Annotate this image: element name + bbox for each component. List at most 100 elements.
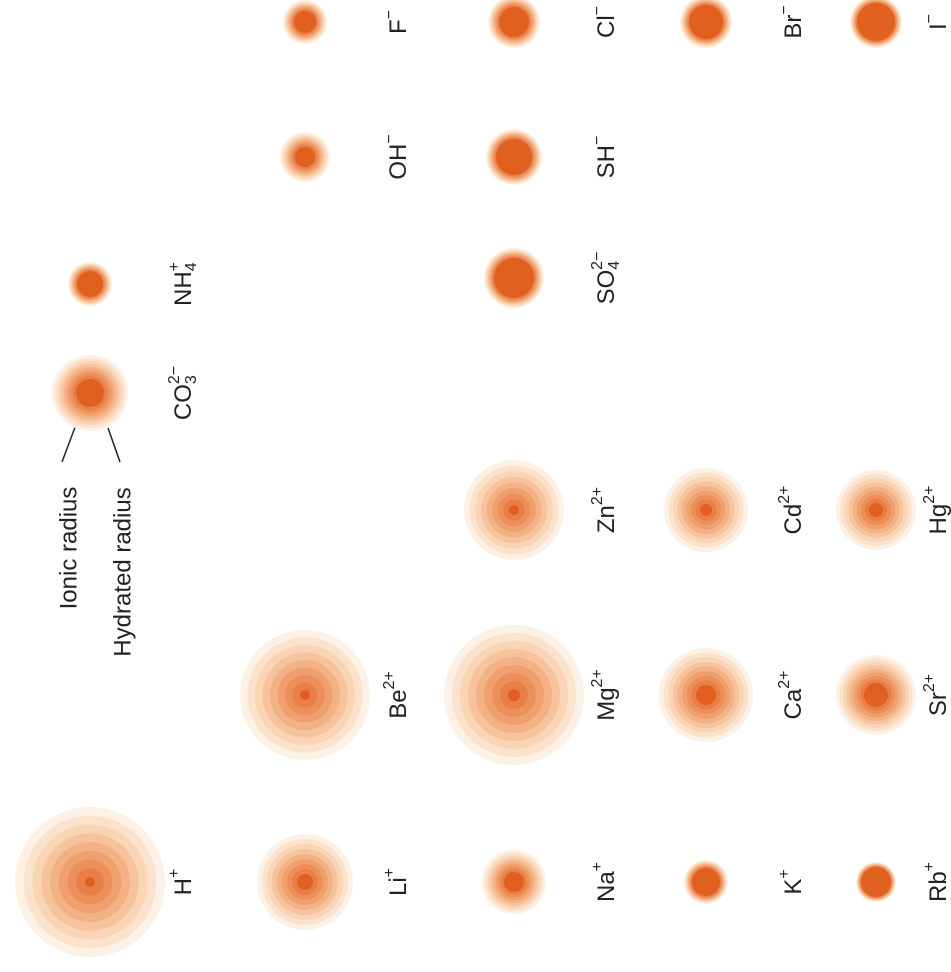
ion: Mg2+ — [444, 625, 620, 765]
ion-symbol: Sr — [925, 692, 951, 716]
ion-charge: + — [381, 868, 398, 877]
ionic-core — [297, 874, 313, 890]
ion-charge: 2− — [589, 252, 606, 270]
ionic-core — [861, 867, 891, 897]
ion-label: OH− — [381, 134, 412, 179]
ion: OH− — [280, 132, 412, 182]
ion-charge: + — [776, 869, 793, 878]
ionic-core — [689, 5, 723, 39]
ion-label: Na+ — [589, 862, 620, 902]
ionic-core — [295, 147, 315, 167]
ion-charge: − — [381, 10, 398, 19]
ionic-core — [504, 872, 524, 892]
ion: SH− — [486, 129, 620, 185]
ion-charge: − — [589, 6, 606, 15]
ionic-core — [696, 685, 716, 705]
ion-subscript: 3 — [183, 375, 200, 384]
ion-label: Mg2+ — [589, 669, 620, 721]
ion-label: H+ — [166, 869, 197, 896]
ion-symbol: Mg — [593, 687, 620, 720]
ion: I− — [850, 0, 951, 48]
ion-charge: 2+ — [381, 671, 398, 689]
ion-radius-diagram: Ionic radius Hydrated radius H+Li+Na+K+R… — [0, 0, 951, 972]
ion-symbol: K — [780, 879, 807, 895]
ion-label: Sr2+ — [921, 674, 951, 716]
ion-symbol: Na — [593, 871, 620, 902]
ion-label: Ca2+ — [776, 671, 807, 720]
ion: Be2+ — [240, 630, 412, 760]
ionic-core — [499, 7, 529, 37]
ion-charge: 2+ — [589, 669, 606, 687]
ionic-core — [857, 3, 895, 41]
ion-label: Cl− — [589, 6, 620, 38]
ion-charge: + — [166, 262, 183, 271]
ion: F− — [283, 0, 412, 44]
ion: H+ — [15, 807, 197, 957]
ionic-core — [700, 504, 712, 516]
ion: Zn2+ — [464, 460, 620, 560]
ion: SO42− — [484, 248, 623, 308]
legend-hydrated: Hydrated radius — [109, 487, 136, 656]
ion-symbol: CO — [170, 384, 197, 420]
hydrated-pointer — [108, 428, 120, 462]
ion-symbol: Ca — [780, 688, 807, 719]
ion-label: F− — [381, 10, 412, 34]
ion-symbol: Cd — [780, 504, 807, 535]
ionic-core — [300, 690, 310, 700]
ion: Br− — [680, 0, 807, 48]
ion-charge: 2+ — [921, 486, 938, 504]
ion-symbol: Rb — [925, 871, 951, 902]
ion-charge: − — [381, 134, 398, 143]
ion: Cd2+ — [664, 468, 807, 552]
ion: Sr2+ — [836, 655, 951, 735]
ionic-core — [85, 877, 95, 887]
ion-label: Rb+ — [921, 862, 951, 902]
ion-charge: 2+ — [589, 487, 606, 505]
ion-charge: 2+ — [921, 674, 938, 692]
ionic-core — [869, 503, 883, 517]
ion-symbol: OH — [385, 144, 412, 180]
ion-symbol: I — [925, 23, 951, 30]
ion-charge: + — [589, 862, 606, 871]
ion-symbol: Be — [385, 689, 412, 718]
ion-label: I− — [921, 14, 951, 30]
ion-label: Li+ — [381, 868, 412, 896]
ion: Li+ — [257, 834, 412, 930]
legend-ionic: Ionic radius — [55, 487, 82, 610]
ion-label: Be2+ — [381, 671, 412, 719]
ion-label: NH4+ — [166, 262, 200, 306]
ion: Na+ — [482, 850, 620, 914]
ion-label: Zn2+ — [589, 487, 620, 533]
ion: K+ — [684, 860, 807, 904]
ion-symbol: NH — [170, 271, 197, 306]
ionic-core — [496, 139, 532, 175]
ion-label: SH− — [589, 136, 620, 179]
ion-symbol: H — [170, 878, 197, 895]
ion-symbol: Li — [385, 877, 412, 896]
ionic-core — [508, 689, 520, 701]
ion-symbol: SO — [593, 270, 620, 305]
ionic-core — [76, 379, 104, 407]
ion-charge: − — [589, 136, 606, 145]
ion: NH4+ — [68, 262, 200, 306]
ion-charge: 2− — [166, 366, 183, 384]
ion-charge: 2+ — [776, 671, 793, 689]
ion: Ca2+ — [659, 648, 807, 742]
ionic-core — [692, 868, 720, 896]
ionic-core — [494, 258, 534, 298]
ion-charge: + — [921, 862, 938, 871]
ionic-core — [864, 683, 888, 707]
ion-symbol: Cl — [593, 15, 620, 38]
ion-symbol: Br — [780, 15, 807, 39]
ion: CO32− — [52, 355, 200, 431]
ion-label: K+ — [776, 869, 807, 894]
ion-charge: − — [776, 5, 793, 14]
ion-subscript: 4 — [183, 262, 200, 271]
ion-symbol: Hg — [925, 504, 951, 535]
ion-charge: − — [921, 14, 938, 23]
ionic-core — [77, 271, 103, 297]
ion-charge: + — [166, 869, 183, 878]
ion-label: CO32− — [166, 366, 200, 420]
ionic-core — [509, 505, 519, 515]
ion-label: SO42− — [589, 252, 623, 305]
